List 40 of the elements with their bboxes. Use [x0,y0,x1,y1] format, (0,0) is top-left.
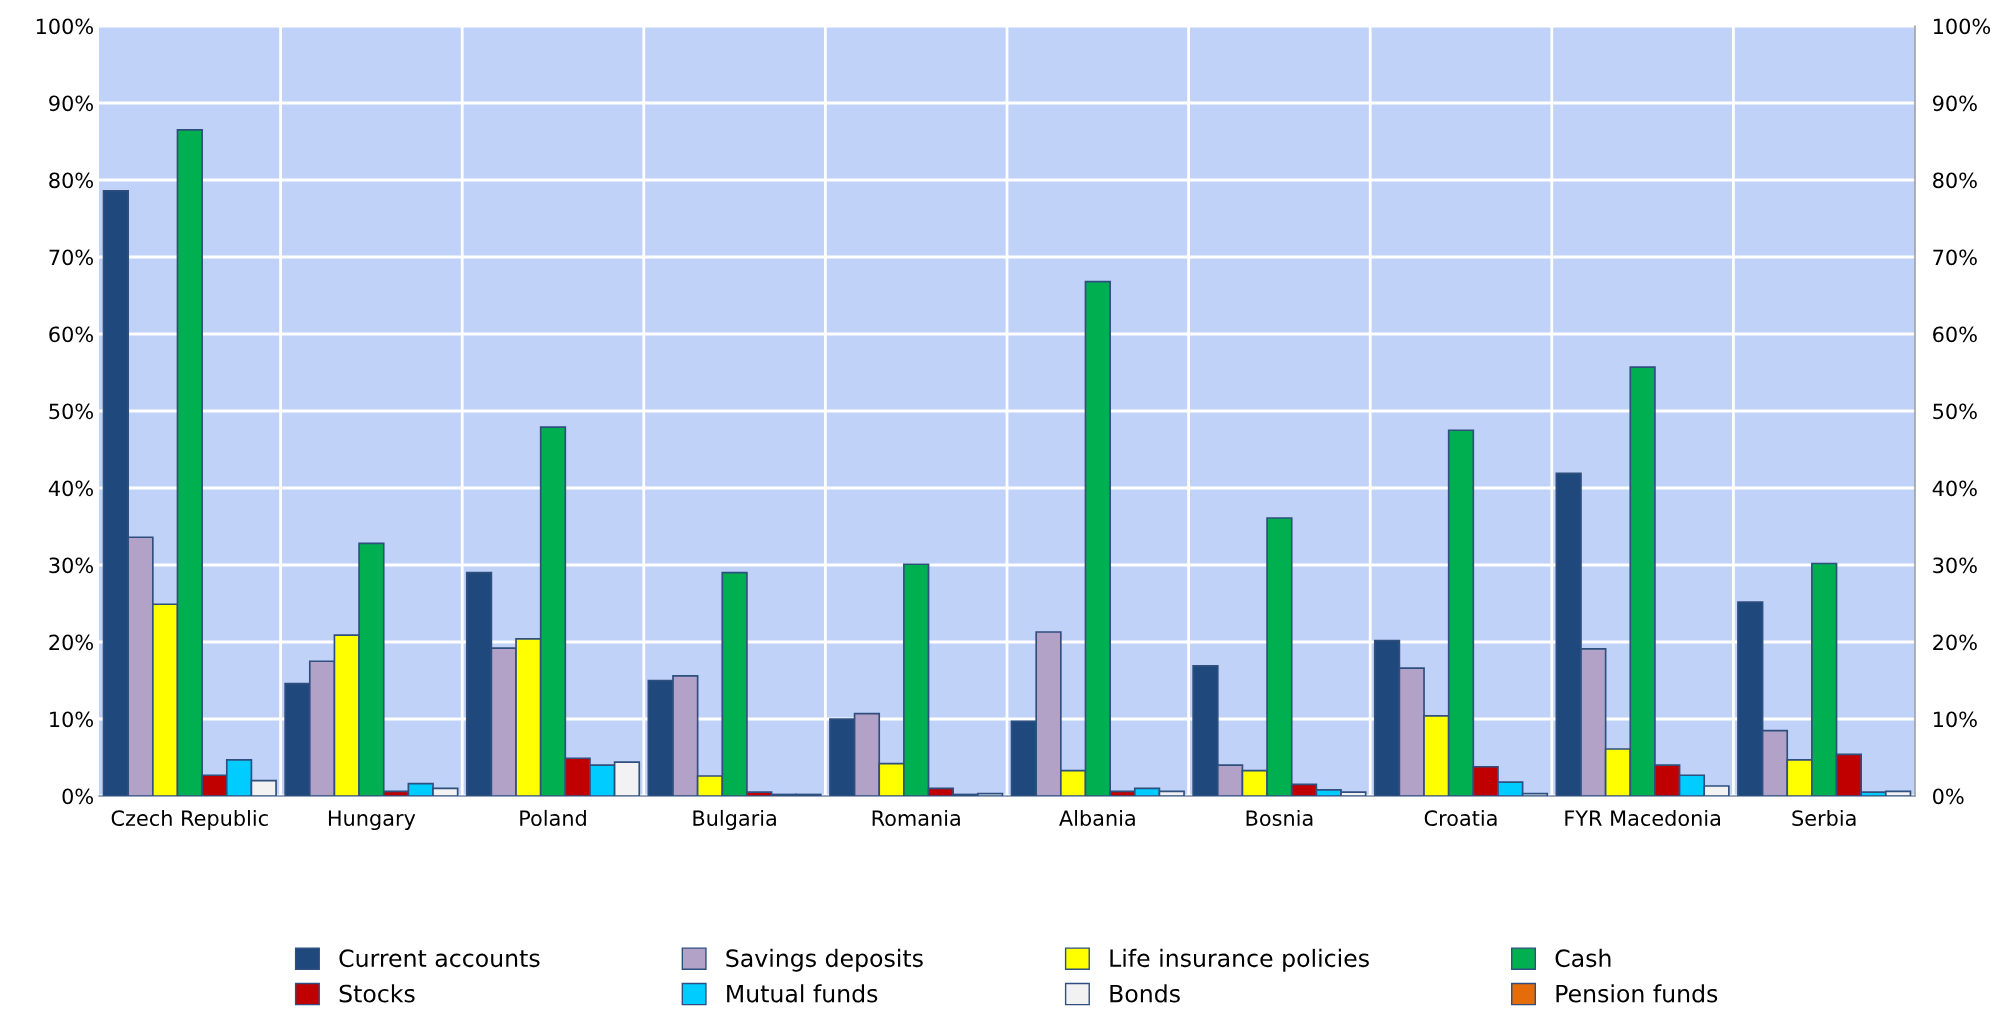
legend-label: Stocks [339,984,415,1003]
y-tick-label: 20% [49,634,93,651]
y2-tick-label: 60% [1933,326,1977,343]
x-tick-label: Romania [872,809,960,827]
y2-tick-label: 10% [1933,711,1977,728]
y-tick-label: 0% [62,788,93,805]
y-tick-label: 100% [36,18,93,35]
y-tick-label: 50% [49,403,93,420]
legend-label: Pension funds [1556,984,1718,1003]
y-tick-label: 30% [49,557,93,574]
x-tick-label: Czech Republic [111,809,268,831]
legend-label: Bonds [1110,984,1180,1003]
y-tick-label: 10% [50,711,93,728]
y2-tick-label: 30% [1933,557,1977,574]
x-tick-label: Hungary [328,810,416,831]
y2-tick-label: 20% [1933,634,1977,651]
legend-label: Mutual funds [727,984,878,1003]
y-tick-label: 60% [49,326,93,343]
legend-label: Current accounts [339,949,540,968]
y2-tick-label: 70% [1933,249,1977,266]
legend-label: Savings deposits [726,948,923,972]
x-tick-label: Bulgaria [693,809,776,831]
y-tick-label: 40% [48,480,93,497]
y-tick-label: 90% [49,95,93,112]
y2-tick-label: 80% [1933,172,1977,189]
x-tick-label: FYR Macedonia [1565,809,1720,827]
x-tick-label: Poland [520,809,586,827]
legend-label: Life insurance policies [1110,948,1369,972]
y2-tick-label: 50% [1933,403,1977,420]
x-tick-label: Croatia [1424,809,1497,827]
x-tick-label: Albania [1059,809,1135,827]
x-tick-label: Bosnia [1246,809,1313,827]
y2-tick-label: 100% [1933,18,1991,35]
y-tick-label: 70% [49,249,93,266]
legend-label: Cash [1555,948,1611,968]
y-tick-label: 80% [49,172,93,189]
y2-tick-label: 40% [1932,480,1977,497]
y2-tick-label: 0% [1933,788,1964,805]
y2-tick-label: 90% [1932,95,1977,112]
x-tick-label: Serbia [1792,809,1856,827]
